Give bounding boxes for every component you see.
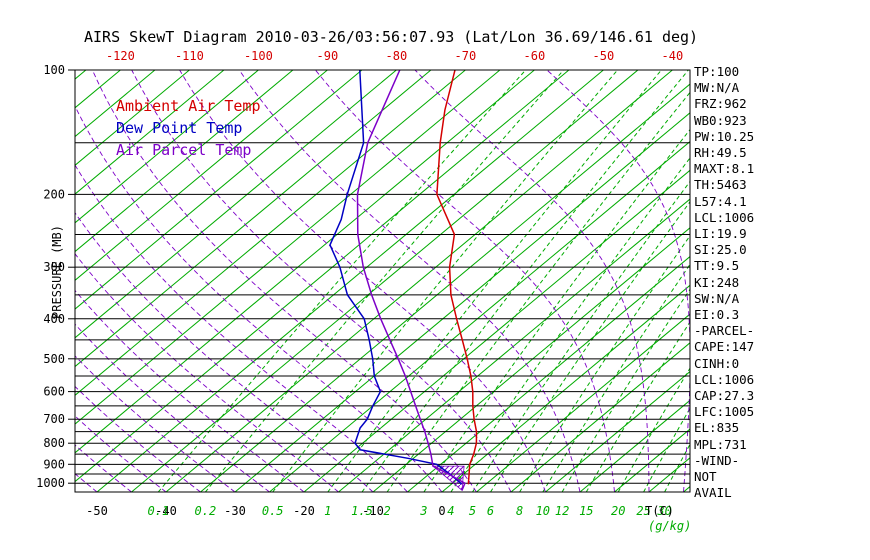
stat-line: MPL:731 [694,436,747,452]
stat-line: LFC:1005 [694,404,755,420]
stat-line: -WIND- [694,452,740,468]
mixing-ratio-tick: 1.5 [351,504,373,518]
mixing-ratio-tick: 8 [516,504,523,518]
stat-line: CAP:27.3 [694,388,755,404]
mixing-ratio-lines [157,70,690,492]
stat-line: TH:5463 [694,177,747,193]
top-temp-tick: -90 [317,49,339,63]
stat-line: NOT [694,469,717,485]
bottom-temp-tick: -30 [224,504,246,518]
stat-line: SW:N/A [694,290,740,306]
top-temp-tick: -40 [662,49,684,63]
mixing-ratio-tick: 5 [469,504,476,518]
stat-line: CAPE:147 [694,339,755,355]
pressure-axis-label: PRESSURE (MB) [50,225,64,319]
pressure-tick: 200 [43,187,65,201]
bottom-temp-tick: -20 [293,504,315,518]
bottom-temp-tick: 0 [438,504,445,518]
mixing-ratio-tick: 3 [419,504,427,518]
pressure-tick: 500 [43,352,65,366]
stats-panel: TP:100 MW:N/A FRZ:962 WB0:923 PW:10.25 RH:49.… [694,64,754,501]
pressure-tick: 600 [43,385,65,399]
pressure-tick: 100 [43,63,65,77]
dew-point-temp-curve [329,70,463,485]
stat-line: TP:100 [694,64,740,79]
pressure-tick: 1000 [36,476,65,490]
plot-generated-content: -120 -110 -100 -90 -80 -70 -60 -50 -40-50 -40 -30-… [36,49,691,518]
stat-line: TT:9.5 [694,258,740,274]
pressure-tick: 800 [43,436,65,450]
stat-line: EL:835 [694,420,740,436]
mixing-ratio-tick: 0.2 [195,504,217,518]
top-temp-tick: -70 [455,49,477,63]
pressure-tick: 400 [43,312,65,326]
stat-line: MAXT:8.1 [694,161,755,177]
mixing-ratio-tick: 25 [636,504,650,518]
stat-line: -PARCEL- [694,323,755,339]
pressure-lines [75,70,690,484]
stat-line: EI:0.3 [694,307,740,323]
stat-line: KI:248 [694,274,740,290]
stat-line: WB0:923 [694,112,747,128]
bottom-temp-tick: -40 [155,504,177,518]
air-parcel-temp-curve [356,70,466,491]
mixing-ratio-tick: 0.5 [262,504,284,518]
plot-area [75,70,690,492]
stat-line: CINH:0 [694,355,740,371]
ambient-air-temp-curve [436,70,478,485]
mixing-ratio-tick: 6 [487,504,494,518]
stat-line: MW:N/A [694,80,740,96]
top-temp-tick: -100 [244,49,273,63]
stat-line: L57:4.1 [694,193,747,209]
tick-labels: -120 -110 -100 -90 -80 -70 -60 -50 -40-50 -40 -30-… [36,49,683,518]
cape-hatch-area [431,465,465,492]
top-temp-tick: -80 [386,49,408,63]
pressure-tick: 300 [43,260,65,274]
mixing-ratio-tick: 20 [611,504,625,518]
mixing-ratio-tick: 0.1 [147,504,169,518]
top-temp-tick: -50 [593,49,615,63]
mixing-ratio-tick: 2 [383,504,390,518]
mixing-ratio-tick: 1 [324,504,331,518]
legend-ambient-air-temp: Ambient Air Temp [116,97,261,115]
mixing-unit-label: (g/kg) [648,519,691,533]
legend-air-parcel-temp: Air Parcel Temp [116,141,252,159]
stat-line: PW:10.25 [694,128,755,144]
top-temp-tick: -60 [524,49,546,63]
mixing-ratio-tick: 15 [579,504,593,518]
mixing-ratio-tick: 12 [555,504,569,518]
stat-line: RH:49.5 [694,145,747,161]
legend-dew-point-temp: Dew Point Temp [116,119,243,137]
bottom-temp-tick: -50 [86,504,108,518]
stat-line: AVAIL [694,485,732,501]
bottom-temp-tick: -10 [362,504,384,518]
mixing-ratio-tick: 10 [536,504,550,518]
stat-line: SI:25.0 [694,242,747,258]
pressure-tick: 700 [43,412,65,426]
moist-adiabats [75,70,690,492]
stat-line: LI:19.9 [694,226,747,242]
pressure-tick: 900 [43,457,65,471]
temp-unit-label: T(C) [645,504,674,518]
top-temp-tick: -120 [106,49,135,63]
stat-line: LCL:1006 [694,371,755,387]
stat-line: LCL:1006 [694,209,755,225]
chart-title: AIRS SkewT Diagram 2010-03-26/03:56:07.9… [84,28,699,46]
mixing-ratio-tick: 30 [656,504,671,518]
top-temp-tick: -110 [175,49,204,63]
stat-line: FRZ:962 [694,96,747,112]
mixing-ratio-tick: 4 [447,504,454,518]
plot-frame [74,69,691,493]
